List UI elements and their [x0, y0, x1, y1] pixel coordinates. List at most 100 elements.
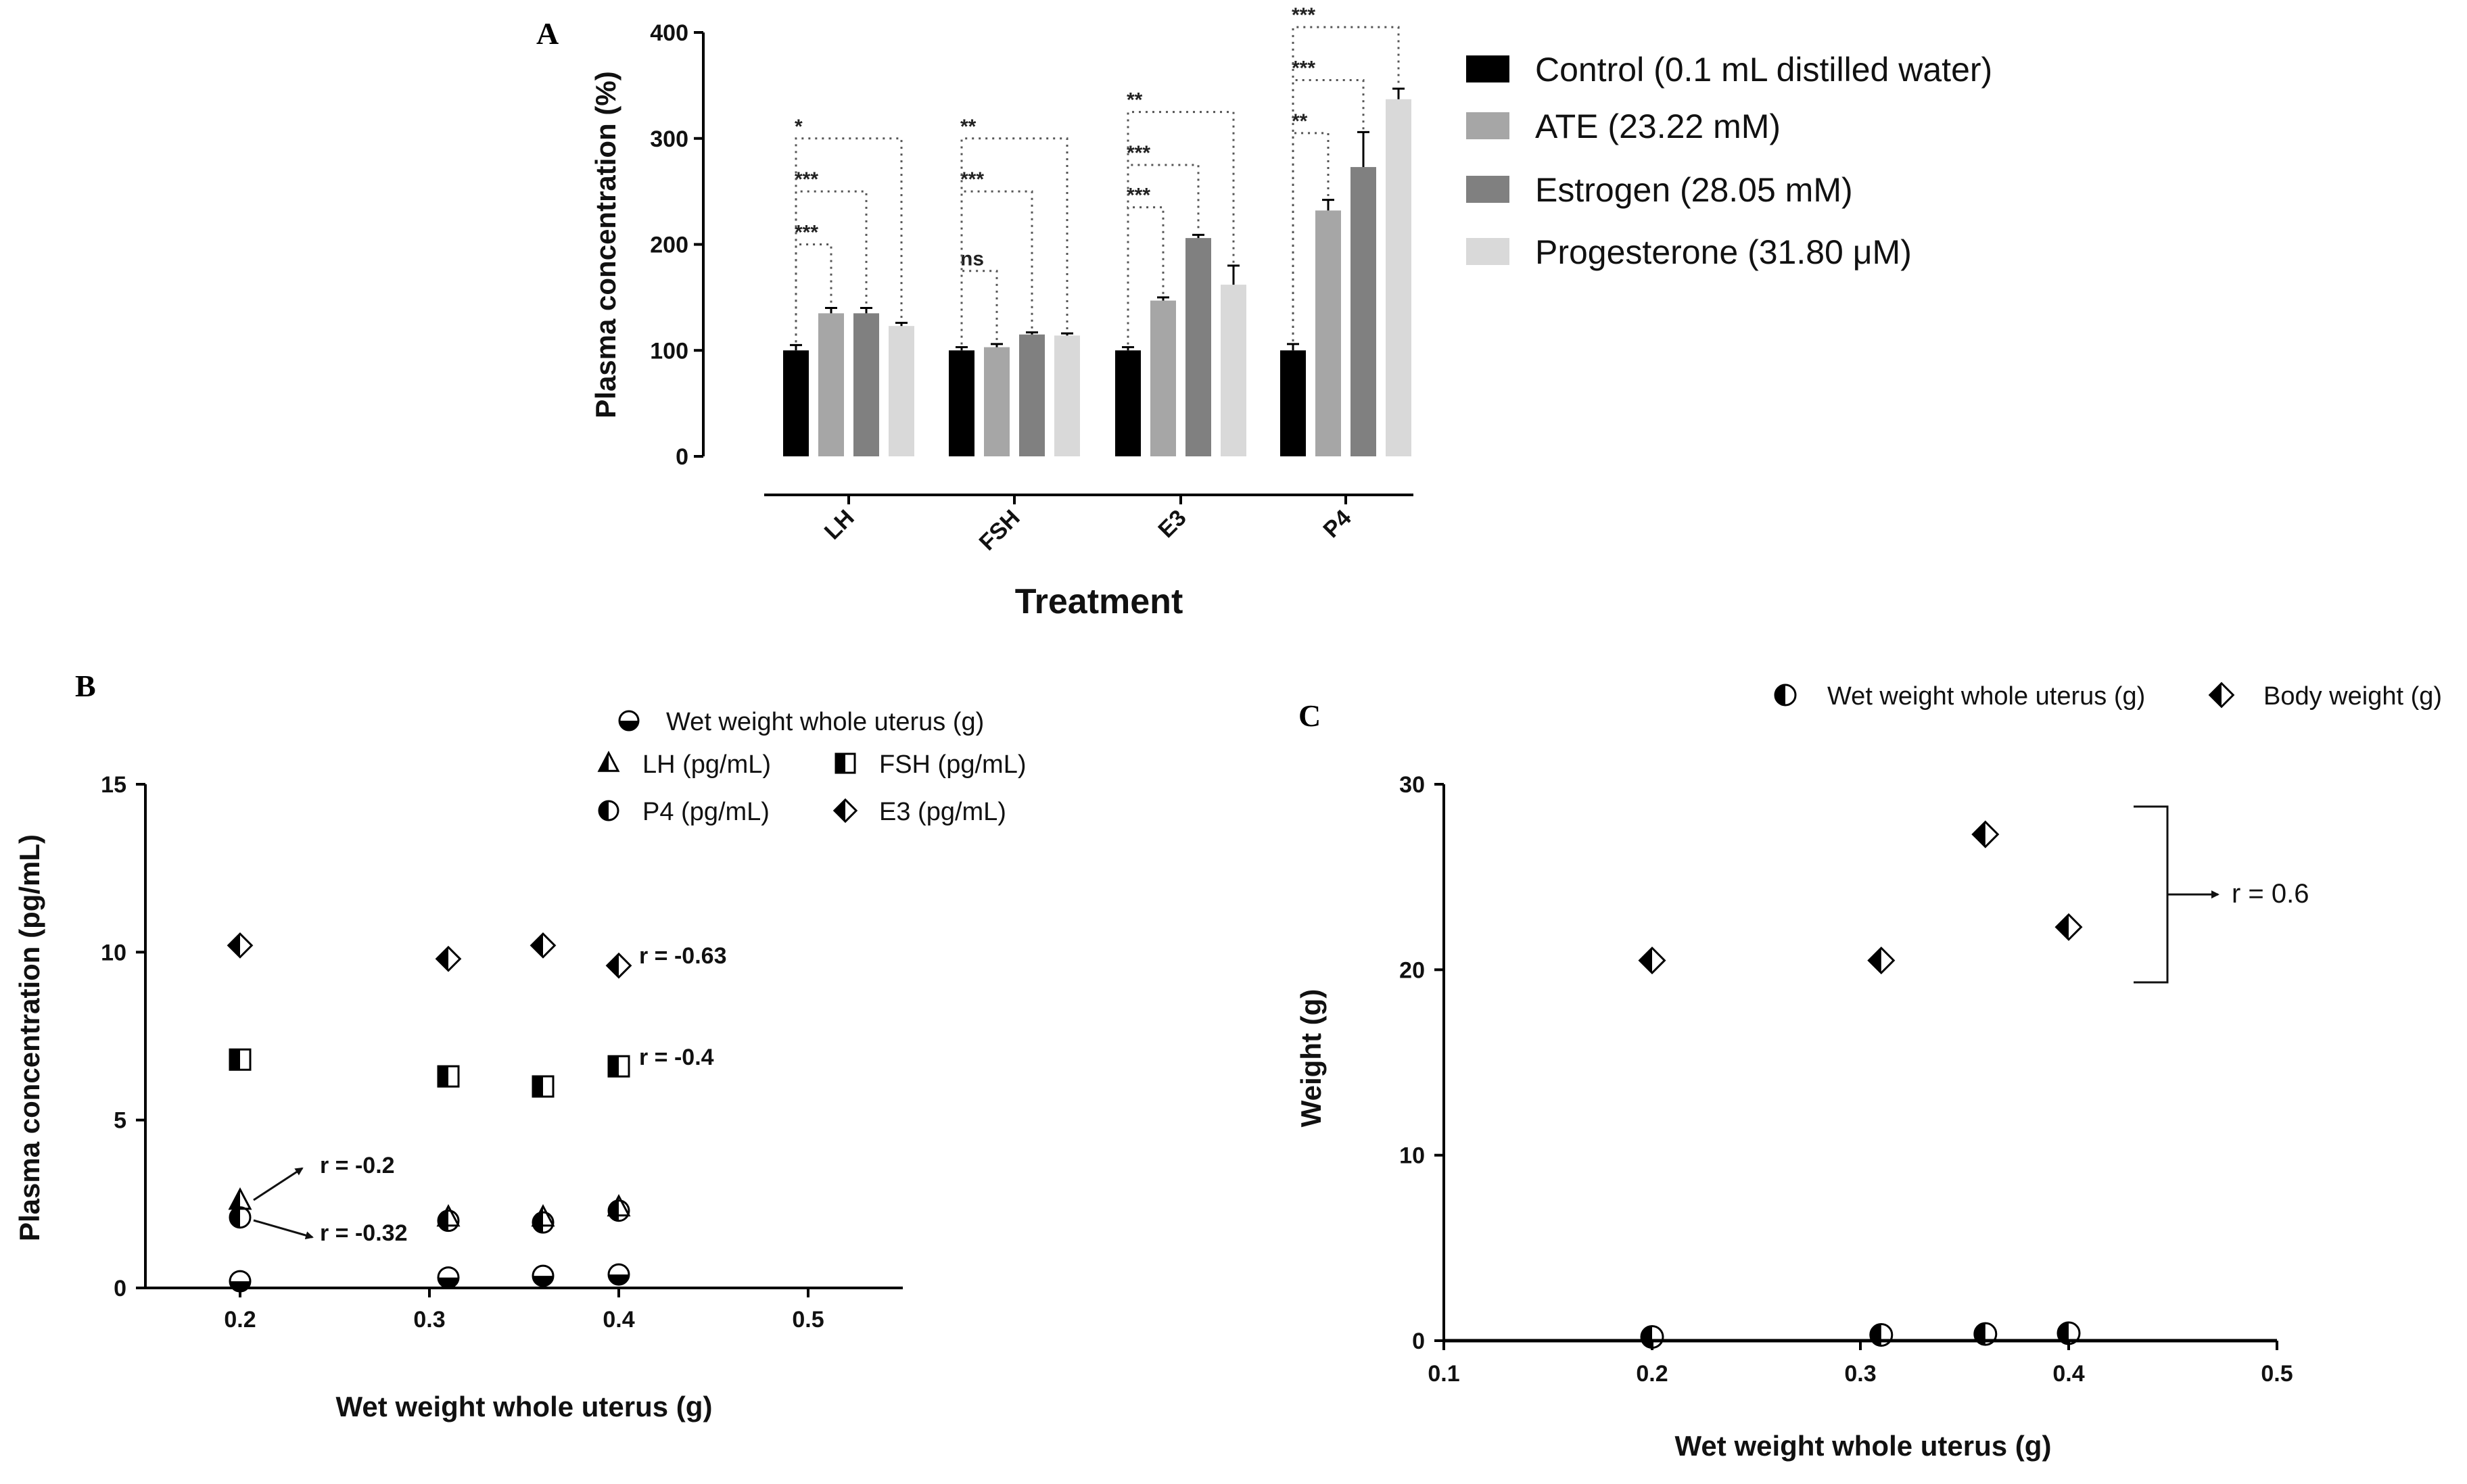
b-point-s4-1: [435, 945, 462, 972]
a-bar-FSH-3: [1054, 335, 1080, 456]
c-annotation-r: r = 0.6: [2232, 879, 2309, 909]
c-point-s1-1-fill: [1869, 948, 1881, 974]
a-sig-label-E3-2: **: [1127, 89, 1143, 112]
a-bar-LH-2: [853, 313, 879, 456]
c-point-s1-3-outline: [2054, 913, 2083, 941]
b-point-s2-3-outline: [607, 1055, 630, 1078]
panel-b-scatter: 0.2 0.3 0.4 0.5 0 5 10 15 Plasma concentration …: [14, 708, 1026, 1422]
c-point-s1-0-fill: [1639, 948, 1652, 974]
c-point-s0-2-outline: [1973, 1322, 1998, 1346]
b-ytick-label-0: 0: [114, 1276, 126, 1301]
b-xtick-label-3: 0.5: [792, 1307, 824, 1333]
a-bar-FSH-1: [984, 347, 1010, 456]
b-xtick-label-2: 0.4: [603, 1307, 634, 1333]
c-point-s0-3: [2057, 1321, 2081, 1345]
b-legend-label-4: E3 (pg/mL): [879, 798, 1006, 826]
b-point-s3-3-fill: [609, 1200, 619, 1221]
c-legend-marker-0-outline: [1774, 684, 1797, 707]
a-ytick-label-4: 400: [650, 20, 688, 46]
a-sig-label-FSH-0: ns: [960, 248, 984, 270]
a-legend-label-2: Estrogen (28.05 mM): [1535, 171, 1853, 209]
a-sig-label-LH-0: ***: [795, 222, 818, 244]
b-legend-marker-0: [618, 710, 640, 732]
c-legend-label-1: Body weight (g): [2263, 682, 2442, 711]
a-ytick-label-3: 300: [650, 126, 688, 152]
a-bar-E3-1: [1150, 300, 1176, 456]
b-point-s3-0-outline: [229, 1206, 252, 1229]
a-xtick-label-FSH: FSH: [974, 505, 1025, 556]
b-point-s4-2-fill: [531, 934, 543, 957]
a-legend-swatch-3: [1466, 238, 1509, 265]
b-point-s0-2: [532, 1264, 555, 1287]
c-point-s1-0: [1638, 947, 1666, 975]
c-ytick-label-3: 30: [1399, 772, 1425, 798]
b-point-s2-3: [607, 1055, 630, 1078]
c-point-s1-2: [1971, 820, 2000, 848]
b-point-s4-1-fill: [436, 947, 448, 971]
b-point-s3-2-outline: [532, 1211, 555, 1234]
b-legend-marker-4-fill: [834, 799, 845, 822]
c-legend-marker-1-outline: [2208, 681, 2235, 709]
a-bar-FSH-0: [949, 350, 974, 456]
panel-c-letter: C: [1298, 698, 1321, 733]
b-point-s0-1: [437, 1266, 460, 1289]
b-legend-marker-2-outline: [835, 752, 856, 774]
c-bracket: [2134, 805, 2169, 984]
b-point-s0-2-outline: [532, 1264, 555, 1287]
b-annotation-e3: r = -0.63: [639, 943, 726, 969]
a-sig-bracket-LH-2: [795, 137, 903, 343]
b-point-s2-1-fill: [438, 1066, 448, 1087]
a-y-axis-label: Plasma concentration (%): [590, 71, 621, 418]
a-legend-swatch-1: [1466, 112, 1509, 139]
b-legend-marker-1: [597, 750, 620, 772]
a-x-axis-label: Treatment: [1015, 582, 1183, 621]
c-legend-marker-1-fill: [2209, 683, 2222, 707]
b-point-s3-1: [437, 1210, 460, 1232]
c-xtick-label-3: 0.4: [2052, 1361, 2084, 1387]
a-sig-label-FSH-1: ***: [960, 168, 984, 191]
b-point-s0-2-fill: [533, 1276, 553, 1287]
b-point-s3-0-fill: [230, 1207, 240, 1228]
c-legend-marker-1: [2208, 681, 2235, 709]
b-ytick-label-2: 10: [101, 940, 126, 965]
a-sig-label-E3-1: ***: [1127, 142, 1150, 164]
b-point-s2-0-fill: [230, 1049, 240, 1070]
b-ytick-label-3: 15: [101, 772, 126, 798]
c-point-s1-1-outline: [1867, 947, 1896, 975]
b-point-s0-3-fill: [609, 1274, 629, 1285]
c-point-s0-1-fill: [1870, 1324, 1881, 1346]
b-point-s0-3-outline: [607, 1263, 630, 1286]
b-point-s0-0-outline: [229, 1270, 252, 1293]
b-point-s2-1: [437, 1065, 460, 1088]
a-xtick-label-P4: P4: [1318, 505, 1356, 543]
b-legend-label-1: LH (pg/mL): [642, 750, 771, 779]
c-legend-label-0: Wet weight whole uterus (g): [1827, 682, 2145, 711]
b-point-s4-3-fill: [607, 953, 619, 978]
c-point-s0-3-fill: [2058, 1322, 2069, 1345]
b-point-s2-1-outline: [437, 1065, 460, 1088]
c-point-s0-0: [1640, 1325, 1664, 1349]
b-arrow-p4: [253, 1219, 314, 1240]
panel-a-letter: A: [536, 16, 559, 51]
b-point-s0-1-fill: [438, 1277, 459, 1288]
b-point-s3-3: [607, 1199, 630, 1222]
a-sig-label-E3-0: ***: [1127, 185, 1150, 207]
b-point-s4-1-outline: [435, 945, 462, 972]
a-sig-bracket-E3-2: [1127, 111, 1235, 345]
c-point-s0-0-outline: [1640, 1325, 1664, 1349]
b-ytick-label-1: 5: [114, 1108, 126, 1134]
c-point-s0-3-outline: [2057, 1321, 2081, 1345]
a-sig-label-LH-2: *: [795, 116, 803, 138]
a-bar-P4-1: [1315, 210, 1341, 456]
b-legend-marker-3: [598, 800, 619, 821]
b-point-s2-0-outline: [229, 1048, 252, 1071]
a-bar-E3-3: [1221, 285, 1246, 456]
c-ytick-label-1: 10: [1399, 1143, 1425, 1169]
a-sig-bracket-FSH-2: [960, 137, 1068, 345]
a-xtick-label-LH: LH: [820, 505, 860, 545]
c-point-s0-1-outline: [1869, 1322, 1894, 1347]
a-ytick-label-1: 100: [650, 338, 688, 364]
c-point-s1-3-fill: [2056, 914, 2069, 940]
b-x-axis-label: Wet weight whole uterus (g): [336, 1391, 713, 1422]
